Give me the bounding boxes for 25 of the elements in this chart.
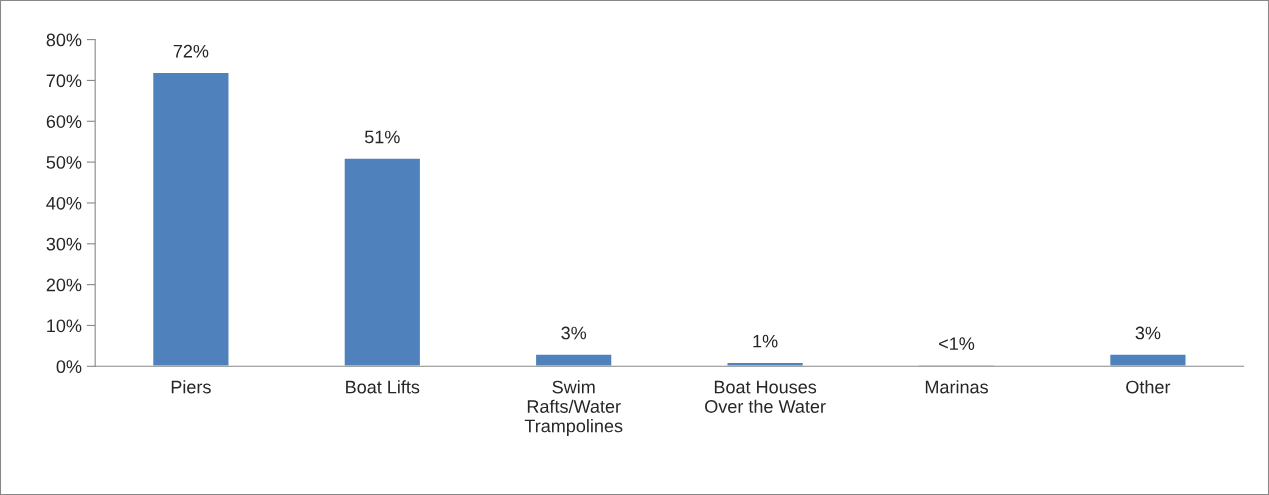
x-tick-label: Boat Lifts [346, 380, 420, 394]
y-tick-label: 10% [47, 319, 82, 333]
y-tick-label: 30% [46, 237, 82, 251]
data-label: 51% [364, 130, 400, 144]
bar [1108, 353, 1187, 367]
bar [151, 71, 230, 367]
x-tick-label: Swim Rafts/Water Trampolines [524, 380, 623, 436]
data-label: 1% [753, 334, 778, 348]
y-tick-label: 60% [46, 115, 82, 128]
data-label: 3% [561, 326, 587, 340]
data-label: <1% [939, 337, 975, 350]
bar [343, 157, 422, 367]
y-tick-label: 80% [46, 33, 82, 47]
x-tick-label: Boat Houses Over the Water [705, 380, 826, 413]
y-tick-label: 50% [46, 156, 82, 169]
y-tick-label: 0% [56, 360, 82, 374]
y-tick-label: 70% [46, 74, 82, 88]
y-tick-label: 40% [46, 196, 82, 210]
data-label: 3% [1135, 326, 1161, 340]
y-tick-label: 20% [46, 278, 82, 292]
x-tick-label: Marinas [925, 380, 988, 394]
x-tick-label: Other [1126, 380, 1171, 394]
bar [534, 353, 613, 367]
x-tick-label: Piers [171, 380, 211, 394]
data-label: 72% [173, 44, 209, 58]
